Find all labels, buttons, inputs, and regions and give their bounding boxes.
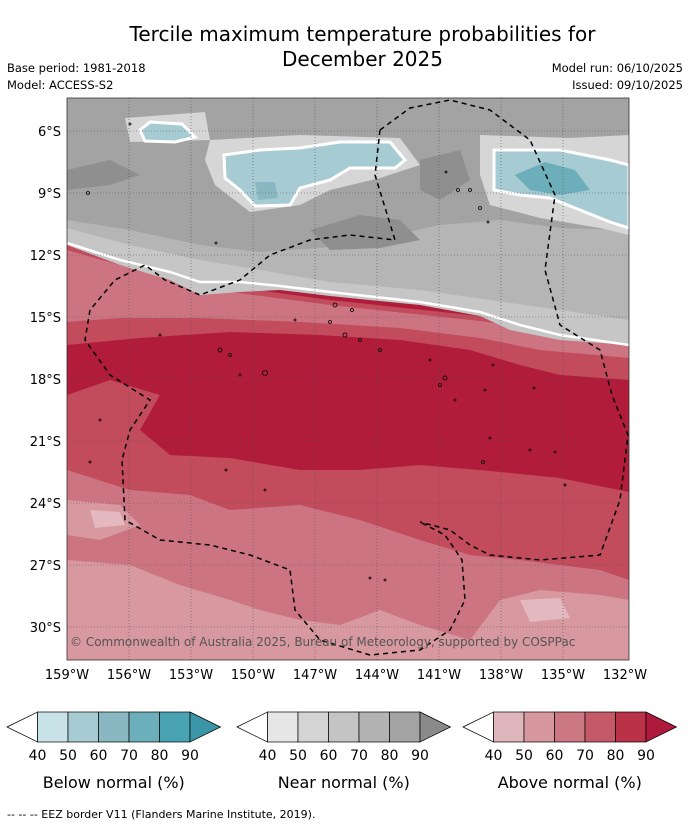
colorbar-segment bbox=[67, 711, 99, 743]
lon-label: 135°W bbox=[541, 668, 585, 683]
colorbar-segment bbox=[159, 711, 191, 743]
above-normal-50-60-region bbox=[67, 500, 629, 660]
colorbar-tick-label: 50 bbox=[289, 748, 307, 764]
colorbar-tick-label: 80 bbox=[381, 748, 399, 764]
colorbar-tick-label: 90 bbox=[181, 748, 199, 764]
colorbar-segment bbox=[584, 711, 616, 743]
lat-label: 27°S bbox=[30, 559, 61, 574]
colorbar-high-extension bbox=[189, 711, 222, 743]
colorbar-tick-label: 70 bbox=[350, 748, 368, 764]
colorbar-tick-label: 60 bbox=[320, 748, 338, 764]
issued-date: Issued: 09/10/2025 bbox=[572, 78, 683, 92]
lon-label: 156°W bbox=[107, 668, 151, 683]
colorbar-low-extension bbox=[6, 711, 38, 743]
lat-label: 6°S bbox=[38, 125, 61, 140]
lat-label: 15°S bbox=[30, 311, 61, 326]
lat-label: 12°S bbox=[30, 249, 61, 264]
colorbar-segment bbox=[98, 711, 130, 743]
colorbar-segment bbox=[493, 711, 525, 743]
colorbar-title: Near normal (%) bbox=[278, 773, 410, 792]
lat-label: 24°S bbox=[30, 497, 61, 512]
lon-label: 150°W bbox=[231, 668, 275, 683]
below-normal-region-3-core bbox=[515, 162, 590, 195]
meta-right: Model run: 06/10/2025 Issued: 09/10/2025 bbox=[552, 60, 683, 94]
longitude-axis: 159°W 156°W 153°W 150°W 147°W 144°W 141°… bbox=[45, 668, 647, 683]
model-run: Model run: 06/10/2025 bbox=[551, 61, 683, 75]
above-normal-60-70-region bbox=[67, 250, 629, 660]
title-line-2: December 2025 bbox=[282, 47, 443, 71]
base-period: Base period: 1981-2018 bbox=[7, 61, 146, 75]
chart-title: Tercile maximum temperature probabilitie… bbox=[0, 22, 690, 72]
colorbar-tick-label: 80 bbox=[151, 748, 169, 764]
title-line-1: Tercile maximum temperature probabilitie… bbox=[129, 22, 596, 46]
lat-label: 9°S bbox=[38, 187, 61, 202]
map-frame bbox=[66, 97, 630, 661]
colorbar-segment bbox=[615, 711, 647, 743]
colorbar-1: 40 50 60 70 80 90 Below normal (%) bbox=[6, 711, 222, 792]
colorbar-tick-label: 80 bbox=[607, 748, 625, 764]
eez-border-french-polynesia bbox=[379, 99, 629, 561]
lon-label: 132°W bbox=[603, 668, 647, 683]
colorbar-segment bbox=[267, 711, 299, 743]
below-normal-region-2-core bbox=[255, 182, 278, 200]
lon-label: 147°W bbox=[293, 668, 337, 683]
colorbar-tick-label: 90 bbox=[637, 748, 655, 764]
map-figure: © Commonwealth of Australia 2025, Bureau… bbox=[6, 97, 678, 792]
colorbar-segment bbox=[389, 711, 421, 743]
colorbar-tick-label: 70 bbox=[576, 748, 594, 764]
near-normal-90-region bbox=[67, 150, 470, 250]
colorbar-segment bbox=[358, 711, 390, 743]
colorbar-tick-label: 60 bbox=[90, 748, 108, 764]
colorbar-tick-label: 50 bbox=[59, 748, 77, 764]
colorbar-segment bbox=[37, 711, 69, 743]
colorbar-segment bbox=[554, 711, 586, 743]
copyright-notice: © Commonwealth of Australia 2025, Bureau… bbox=[70, 635, 575, 649]
colorbar-3: 40 50 60 70 80 90 Above normal (%) bbox=[462, 711, 678, 792]
eez-footnote: -- -- -- EEZ border V11 (Flanders Marine… bbox=[7, 808, 316, 821]
colorbar-title: Below normal (%) bbox=[43, 773, 185, 792]
colorbar-segment bbox=[297, 711, 329, 743]
grid-lines bbox=[67, 98, 629, 660]
colorbar-low-extension bbox=[236, 711, 268, 743]
colorbar-title: Above normal (%) bbox=[498, 773, 642, 792]
lat-label: 21°S bbox=[30, 435, 61, 450]
colorbar-high-extension bbox=[419, 711, 452, 743]
map-area bbox=[67, 98, 629, 660]
island-outlines bbox=[86, 122, 567, 582]
eez-border-kiribati bbox=[84, 129, 466, 656]
meta-left: Base period: 1981-2018 Model: ACCESS-S2 bbox=[7, 60, 146, 94]
lon-label: 144°W bbox=[355, 668, 399, 683]
colorbar-tick-label: 60 bbox=[546, 748, 564, 764]
lon-label: 141°W bbox=[417, 668, 461, 683]
lat-label: 18°S bbox=[30, 373, 61, 388]
lon-label: 138°W bbox=[479, 668, 523, 683]
tercile-boundary-line bbox=[67, 241, 629, 347]
model-name: Model: ACCESS-S2 bbox=[7, 78, 114, 92]
colorbar-segment bbox=[523, 711, 555, 743]
latitude-axis: 6°S 9°S 12°S 15°S 18°S 21°S 24°S 27°S 30… bbox=[30, 125, 61, 636]
colorbar-tick-label: 40 bbox=[485, 748, 503, 764]
colorbar-tick-label: 40 bbox=[259, 748, 277, 764]
colorbar-high-extension bbox=[645, 711, 678, 743]
lat-label: 30°S bbox=[30, 621, 61, 636]
lon-label: 159°W bbox=[45, 668, 89, 683]
colorbar-tick-label: 70 bbox=[120, 748, 138, 764]
colorbar-segment bbox=[128, 711, 160, 743]
colorbar-segment bbox=[328, 711, 360, 743]
colorbar-tick-label: 40 bbox=[29, 748, 47, 764]
lon-label: 153°W bbox=[169, 668, 213, 683]
colorbar-tick-label: 50 bbox=[515, 748, 533, 764]
legend-colorbars: 40 50 60 70 80 90 Below normal (%) 40 50 60 70 80 90… bbox=[6, 711, 678, 792]
colorbar-low-extension bbox=[462, 711, 494, 743]
colorbar-tick-label: 90 bbox=[411, 748, 429, 764]
below-normal-region-1 bbox=[138, 120, 198, 144]
